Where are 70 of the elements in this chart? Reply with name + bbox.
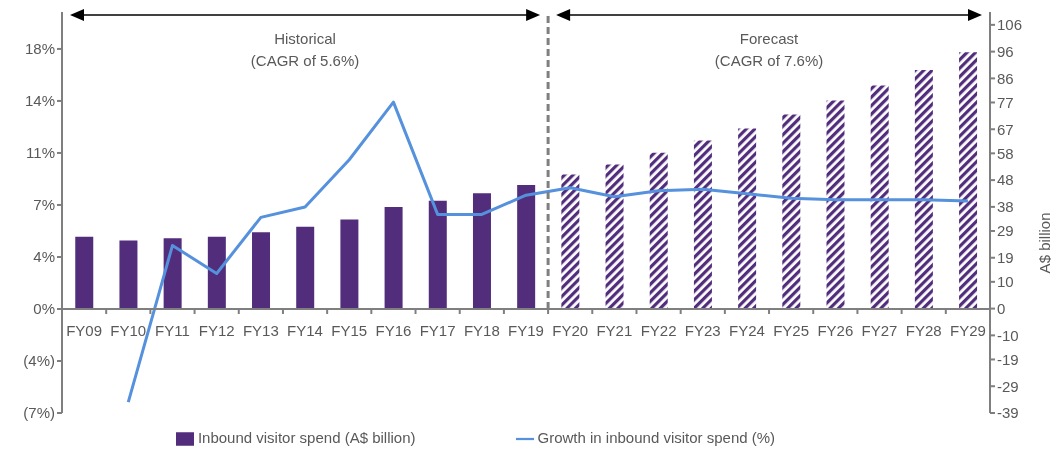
y2-tick-label: 38 — [997, 198, 1014, 216]
bar — [782, 114, 801, 309]
y-tick-label: (4%) — [23, 352, 55, 370]
y-tick-label: 18% — [24, 40, 55, 58]
y2-tick-label: 48 — [997, 171, 1014, 189]
bar — [517, 184, 536, 309]
bar — [693, 140, 712, 309]
y-tick-label: 11% — [26, 144, 55, 162]
y-tick-label: (7%) — [23, 404, 55, 422]
bar — [384, 206, 403, 309]
y2-tick-label: 10 — [997, 273, 1014, 291]
bar — [870, 85, 889, 309]
x-tick-label: FY12 — [198, 321, 235, 339]
y2-tick-label: -10 — [997, 326, 1019, 344]
x-tick-label: FY10 — [110, 321, 147, 339]
y-tick-label: 7% — [33, 196, 55, 214]
y-tick-label: 14% — [24, 92, 55, 110]
bar — [605, 164, 624, 309]
x-tick-label: FY19 — [508, 321, 544, 339]
x-tick-label: FY23 — [684, 321, 721, 339]
y2-tick-label: 19 — [997, 249, 1014, 267]
y2-tick-label: 86 — [997, 69, 1014, 87]
x-tick-label: FY11 — [155, 321, 190, 339]
y2-tick-label: -19 — [997, 350, 1019, 368]
x-tick-label: FY21 — [596, 321, 633, 339]
y2-tick-label: 77 — [997, 93, 1014, 111]
bar — [561, 174, 580, 309]
x-tick-label: FY17 — [419, 321, 456, 339]
x-tick-label: FY27 — [861, 321, 898, 339]
annotation: Historical (CAGR of 5.6%) — [250, 30, 360, 69]
x-tick-label: FY09 — [66, 321, 103, 339]
bar — [296, 226, 315, 309]
y2-tick-label: 96 — [997, 42, 1014, 60]
bar — [649, 152, 668, 309]
x-tick-label: FY13 — [242, 321, 279, 339]
bar — [340, 219, 359, 309]
y2-axis-title: A$ billion — [1036, 212, 1054, 274]
x-tick-label: FY22 — [640, 321, 677, 339]
bar — [914, 70, 933, 309]
x-tick-label: FY24 — [729, 321, 765, 339]
bar — [75, 236, 94, 309]
x-tick-label: FY20 — [552, 321, 589, 339]
bar — [738, 128, 757, 309]
bar — [472, 193, 491, 309]
y2-tick-label: 0 — [997, 299, 1006, 317]
y2-tick-label: 106 — [997, 16, 1023, 34]
x-tick-label: FY14 — [287, 321, 323, 339]
x-tick-label: FY15 — [331, 321, 368, 339]
bar — [119, 240, 138, 309]
annotation: Forecast (CAGR of 7.6%) — [714, 30, 824, 69]
y2-tick-label: 67 — [997, 120, 1014, 138]
x-tick-label: FY25 — [773, 321, 810, 339]
bar — [428, 200, 447, 309]
y-tick-label: 0% — [33, 300, 55, 318]
bar — [252, 232, 271, 309]
bar — [959, 52, 978, 309]
y-tick-label: 4% — [33, 248, 55, 266]
bar — [207, 236, 226, 309]
x-tick-label: FY18 — [463, 321, 500, 339]
legend-label: Inbound visitor spend (A$ billion) — [197, 429, 416, 446]
x-tick-label: FY26 — [817, 321, 854, 339]
y2-tick-label: -29 — [997, 377, 1019, 395]
y2-tick-label: 29 — [997, 222, 1014, 240]
x-tick-label: FY16 — [375, 321, 412, 339]
x-tick-label: FY29 — [949, 321, 986, 339]
x-tick-label: FY28 — [905, 321, 942, 339]
bar — [826, 100, 845, 309]
y2-tick-label: 58 — [997, 144, 1014, 162]
legend-label: Growth in inbound visitor spend (%) — [537, 429, 776, 446]
y2-tick-label: -39 — [997, 404, 1019, 422]
